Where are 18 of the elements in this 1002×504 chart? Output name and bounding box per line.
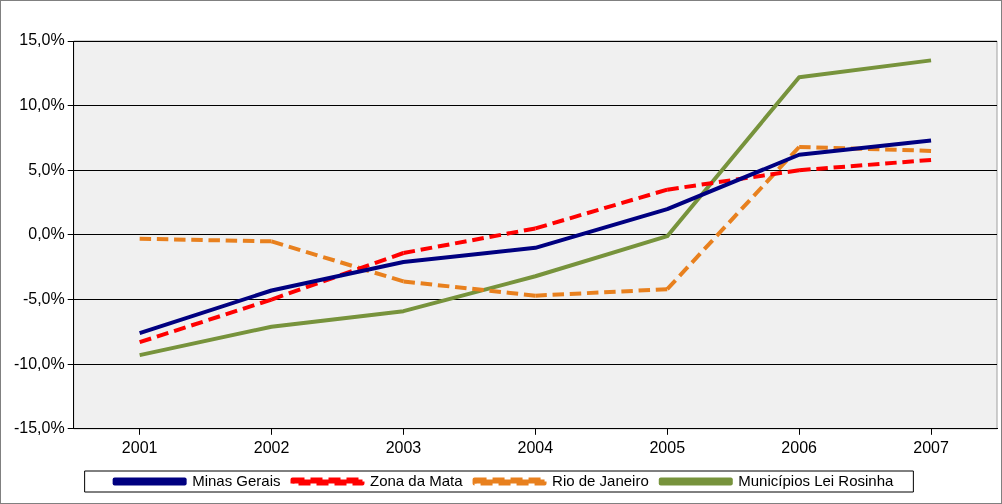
- x-tick-label: 2002: [253, 438, 290, 456]
- x-tick-label: 2003: [385, 438, 422, 456]
- legend-label: Municípios Lei Rosinha: [738, 471, 895, 489]
- legend-label: Rio de Janeiro: [552, 471, 649, 489]
- x-tick-label: 2005: [649, 438, 686, 456]
- legend-label: Zona da Mata: [370, 471, 464, 489]
- x-tick-label: 2007: [913, 438, 949, 456]
- y-tick-label: 10,0%: [19, 96, 65, 114]
- x-tick-label: 2004: [517, 438, 554, 456]
- y-tick-label: 15,0%: [19, 31, 65, 49]
- y-tick-label: -5,0%: [22, 289, 65, 307]
- legend-label: Minas Gerais: [192, 471, 281, 489]
- y-tick-label: 0,0%: [28, 225, 65, 243]
- x-tick-label: 2006: [781, 438, 818, 456]
- y-tick-label: -15,0%: [13, 419, 65, 437]
- x-tick-label: 2001: [121, 438, 158, 456]
- y-tick-label: 5,0%: [28, 160, 65, 178]
- y-tick-label: -10,0%: [13, 354, 65, 372]
